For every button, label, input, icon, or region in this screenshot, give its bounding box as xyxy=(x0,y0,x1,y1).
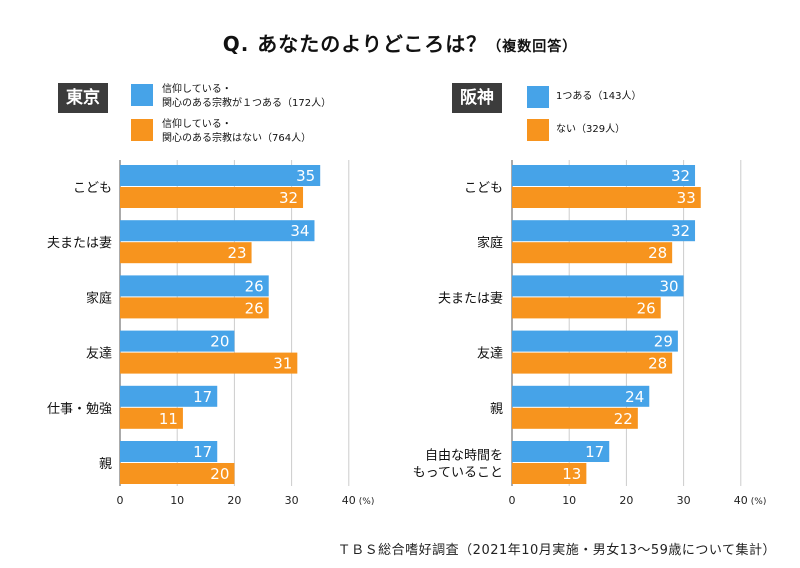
bar-0-2-1 xyxy=(120,297,269,319)
bar-value-label-1-5-1: 13 xyxy=(562,465,581,483)
x-tick-label-1-4: 40 xyxy=(734,494,748,507)
x-tick-label-0-4: 40 xyxy=(342,494,356,507)
bar-value-label-0-0-0: 35 xyxy=(296,167,315,185)
bar-value-label-1-3-0: 29 xyxy=(654,333,673,351)
bar-value-label-0-1-1: 23 xyxy=(227,244,246,262)
x-tick-label-0-2: 20 xyxy=(227,494,241,507)
bar-value-label-0-2-1: 26 xyxy=(245,299,264,317)
category-label-0-5: 親 xyxy=(99,457,112,472)
x-tick-label-0-3: 30 xyxy=(285,494,299,507)
bar-value-label-1-1-0: 32 xyxy=(671,222,690,240)
legend-text-tokyo-orange: 信仰している・ 関心のある宗教はない（764人） xyxy=(162,119,312,144)
region-tag-tokyo: 東京 xyxy=(58,83,108,113)
bar-1-3-1 xyxy=(512,352,673,374)
category-label-1-3: 友達 xyxy=(477,346,503,362)
category-label-1-4: 親 xyxy=(490,402,503,417)
bar-0-2-0 xyxy=(120,275,269,297)
bar-value-label-0-3-1: 31 xyxy=(273,355,292,373)
title-subtitle: （複数回答） xyxy=(487,39,578,55)
x-tick-label-1-2: 20 xyxy=(619,494,633,507)
x-unit-label-0: (%) xyxy=(359,497,375,507)
bar-1-0-0 xyxy=(512,165,696,186)
region-tag-hanshin: 阪神 xyxy=(452,83,502,113)
bar-1-5-1 xyxy=(512,463,587,484)
bar-value-label-1-4-1: 22 xyxy=(614,410,633,428)
bar-0-3-0 xyxy=(120,330,235,352)
x-tick-label-0-1: 10 xyxy=(170,494,184,507)
x-unit-label-1: (%) xyxy=(751,497,767,507)
category-label-1-0: こども xyxy=(464,181,503,196)
bar-value-label-0-4-0: 17 xyxy=(193,388,212,406)
bar-value-label-1-2-0: 30 xyxy=(660,277,679,295)
x-tick-label-1-1: 10 xyxy=(562,494,576,507)
bar-value-label-0-2-0: 26 xyxy=(245,277,264,295)
bar-0-1-1 xyxy=(120,242,252,264)
bar-value-label-1-3-1: 28 xyxy=(648,355,667,373)
bar-0-0-1 xyxy=(120,187,304,208)
bar-0-1-0 xyxy=(120,220,315,242)
bar-1-2-0 xyxy=(512,275,684,297)
bar-value-label-1-2-1: 26 xyxy=(637,299,656,317)
category-label-0-4: 仕事・勉強 xyxy=(47,402,112,417)
legend-swatch-tokyo-blue xyxy=(131,84,153,106)
bar-1-2-1 xyxy=(512,297,661,319)
bar-1-3-0 xyxy=(512,330,678,352)
bar-value-label-1-0-0: 32 xyxy=(671,167,690,185)
bar-1-5-0 xyxy=(512,441,610,462)
x-tick-label-1-0: 0 xyxy=(509,494,516,507)
category-label-1-1: 家庭 xyxy=(477,235,503,251)
bar-1-1-1 xyxy=(512,242,673,264)
legend-swatch-hanshin-orange xyxy=(527,119,549,141)
category-label-1-2: 夫または妻 xyxy=(438,291,503,306)
bar-value-label-1-4-0: 24 xyxy=(625,388,644,406)
bar-value-label-0-5-1: 20 xyxy=(210,465,229,483)
legend-swatch-tokyo-orange xyxy=(131,119,153,141)
legend-text-hanshin-orange: ない（329人） xyxy=(556,124,626,135)
bar-1-4-1 xyxy=(512,407,638,429)
bar-0-4-1 xyxy=(120,407,183,429)
bar-1-1-0 xyxy=(512,220,696,242)
source-footer: ＴＢＳ総合嗜好調査（2021年10月実施・男女13〜59歳について集計） xyxy=(337,543,776,558)
category-label-0-0: こども xyxy=(73,181,112,196)
legend-text-tokyo-blue: 信仰している・ 関心のある宗教が１つある（172人） xyxy=(162,84,332,109)
category-label-0-3: 友達 xyxy=(86,346,112,362)
bar-value-label-1-1-1: 28 xyxy=(648,244,667,262)
legend-text-hanshin-blue: 1つある（143人） xyxy=(556,91,642,102)
chart-title: Q. あなたのよりどころは？（複数回答） xyxy=(0,28,800,57)
x-tick-label-1-3: 30 xyxy=(677,494,691,507)
bar-0-0-0 xyxy=(120,165,321,186)
category-label-0-2: 家庭 xyxy=(86,290,112,306)
bar-value-label-0-5-0: 17 xyxy=(193,443,212,461)
bar-0-4-0 xyxy=(120,385,218,407)
category-label-0-1: 夫または妻 xyxy=(47,236,112,251)
bar-value-label-1-5-0: 17 xyxy=(585,443,604,461)
bar-1-4-0 xyxy=(512,385,650,407)
bar-value-label-0-1-0: 34 xyxy=(290,222,309,240)
bar-1-0-1 xyxy=(512,187,701,208)
bar-0-5-0 xyxy=(120,441,218,462)
x-tick-label-0-0: 0 xyxy=(117,494,124,507)
bar-0-5-1 xyxy=(120,463,235,484)
bar-0-3-1 xyxy=(120,352,298,374)
legend-swatch-hanshin-blue xyxy=(527,86,549,108)
bar-value-label-0-0-1: 32 xyxy=(279,189,298,207)
bar-value-label-0-3-0: 20 xyxy=(210,333,229,351)
bar-value-label-0-4-1: 11 xyxy=(159,410,178,428)
title-main: Q. あなたのよりどころは？ xyxy=(222,32,488,56)
category-label-1-5: 自由な時間をもっていること xyxy=(413,449,503,481)
bar-value-label-1-0-1: 33 xyxy=(677,189,696,207)
